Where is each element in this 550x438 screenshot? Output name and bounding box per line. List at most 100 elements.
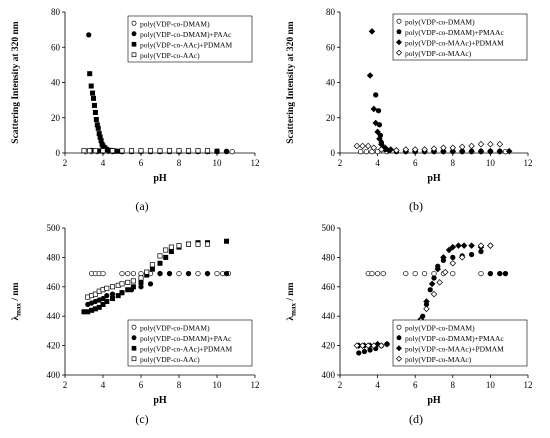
data-point [445,246,453,254]
data-point [378,146,385,153]
legend-marker [395,355,403,362]
data-point [431,275,437,281]
legend-marker [131,41,137,47]
x-tick-label: 10 [486,158,496,168]
data-point [214,148,220,154]
data-point [138,270,144,277]
legend-entry-label: poly(VDP-co-DMAM)+PMAAc [405,28,504,37]
legend-entry-label: poly(VDP-co-AAc) [140,51,200,60]
x-tick-label: 2 [63,380,68,390]
x-axis-label: pH [427,395,441,406]
chart-legend: poly(VDP-co-DMAM)poly(VDP-co-DMAM)+PAAcp… [127,15,253,63]
data-point [128,148,135,154]
data-point [502,270,509,277]
data-point [185,148,192,154]
chart-legend: poly(VDP-co-DMAM) poly(VDP-co-DMAM)+PMAAc… [392,319,528,367]
data-point [449,243,457,251]
y-tick-label: 40 [326,78,336,88]
legend-entry-label: poly(VDP-co-AAc) [140,355,200,364]
y-tick-label: 0 [56,148,61,158]
data-point [109,296,116,302]
y-tick-label: 440 [47,311,61,321]
data-point [104,285,110,291]
data-point [119,290,125,296]
data-point [412,270,418,277]
chart-legend: poly(VDP-co-DMAM)poly(VDP-co-DMAM)+PAAcp… [127,319,253,367]
legend-marker [395,49,403,56]
data-point [458,254,466,261]
x-tick-label: 8 [177,380,182,390]
data-point [166,148,173,154]
data-point [185,270,192,277]
data-point [185,241,192,247]
legend-marker [395,39,403,46]
data-point [86,32,92,38]
data-point [157,148,163,154]
x-tick-label: 6 [413,380,418,390]
data-point [100,301,106,307]
data-point [449,260,457,267]
data-point [460,242,468,249]
legend-marker [131,356,137,362]
legend-entry-label: poly(VDP-co-DMAM) [405,17,475,26]
legend-entry-label: poly(VDP-co-AAc)+PDMAM [140,40,232,49]
data-point [163,247,169,253]
legend-box [392,13,528,61]
data-point [393,147,400,154]
chart-panel-1: 2 4 6 8 10 12 0 20 40 60 80 pH Scattering Intensity … [11,7,260,213]
data-point [449,147,457,155]
data-point [387,146,395,153]
data-point [109,291,116,297]
data-point [168,249,174,255]
data-point [370,144,378,151]
legend-entry-label: poly(VDP-co-MAAc) [405,49,472,58]
data-point [104,292,110,299]
series-2-points [85,270,230,308]
legend-marker [131,345,137,351]
y-tick-label: 440 [322,311,336,321]
x-tick-label: 8 [451,380,456,390]
data-point [496,140,504,148]
panel-label: (a) [135,199,148,213]
data-point [477,242,485,249]
data-point [442,268,449,276]
legend-entry-label: poly(VDP-co-DMAM)+PAAc [140,30,232,39]
data-point [359,142,366,150]
data-point [450,254,456,261]
y-tick-label: 20 [51,113,61,123]
data-point [176,148,182,154]
data-point [440,254,447,261]
data-point [109,148,116,154]
data-point [229,148,235,155]
data-point [440,147,447,155]
data-point [138,148,144,154]
data-point [497,270,503,277]
data-point [375,108,382,114]
data-point [223,148,230,154]
legend-marker [131,52,137,58]
data-point [496,147,504,155]
x-tick-label: 4 [375,158,380,168]
data-point [468,251,475,258]
data-point [90,95,97,101]
data-point [195,148,201,154]
data-point [100,148,106,154]
data-point [353,142,361,150]
y-axis-label: λmax / nm [286,282,298,320]
y-tick-label: 80 [326,7,336,17]
data-point [119,281,125,287]
panel-label: (b) [409,199,423,213]
chart-panel-3: 2 4 6 8 10 12 400 420 440 460 480 500 pH λmax / nm pol… [11,223,260,426]
data-point [119,148,125,154]
data-point [383,340,391,348]
data-point [176,243,182,249]
data-point [487,242,494,249]
y-tick-label: 400 [47,370,61,380]
data-point [204,270,211,277]
data-point [370,342,378,349]
legend-marker [396,335,402,341]
data-point [353,342,361,349]
data-point [434,265,442,273]
y-tick-label: 0 [331,148,336,158]
legend-entry-label: poly(VDP-co-DMAM)+PAAc [140,334,232,343]
